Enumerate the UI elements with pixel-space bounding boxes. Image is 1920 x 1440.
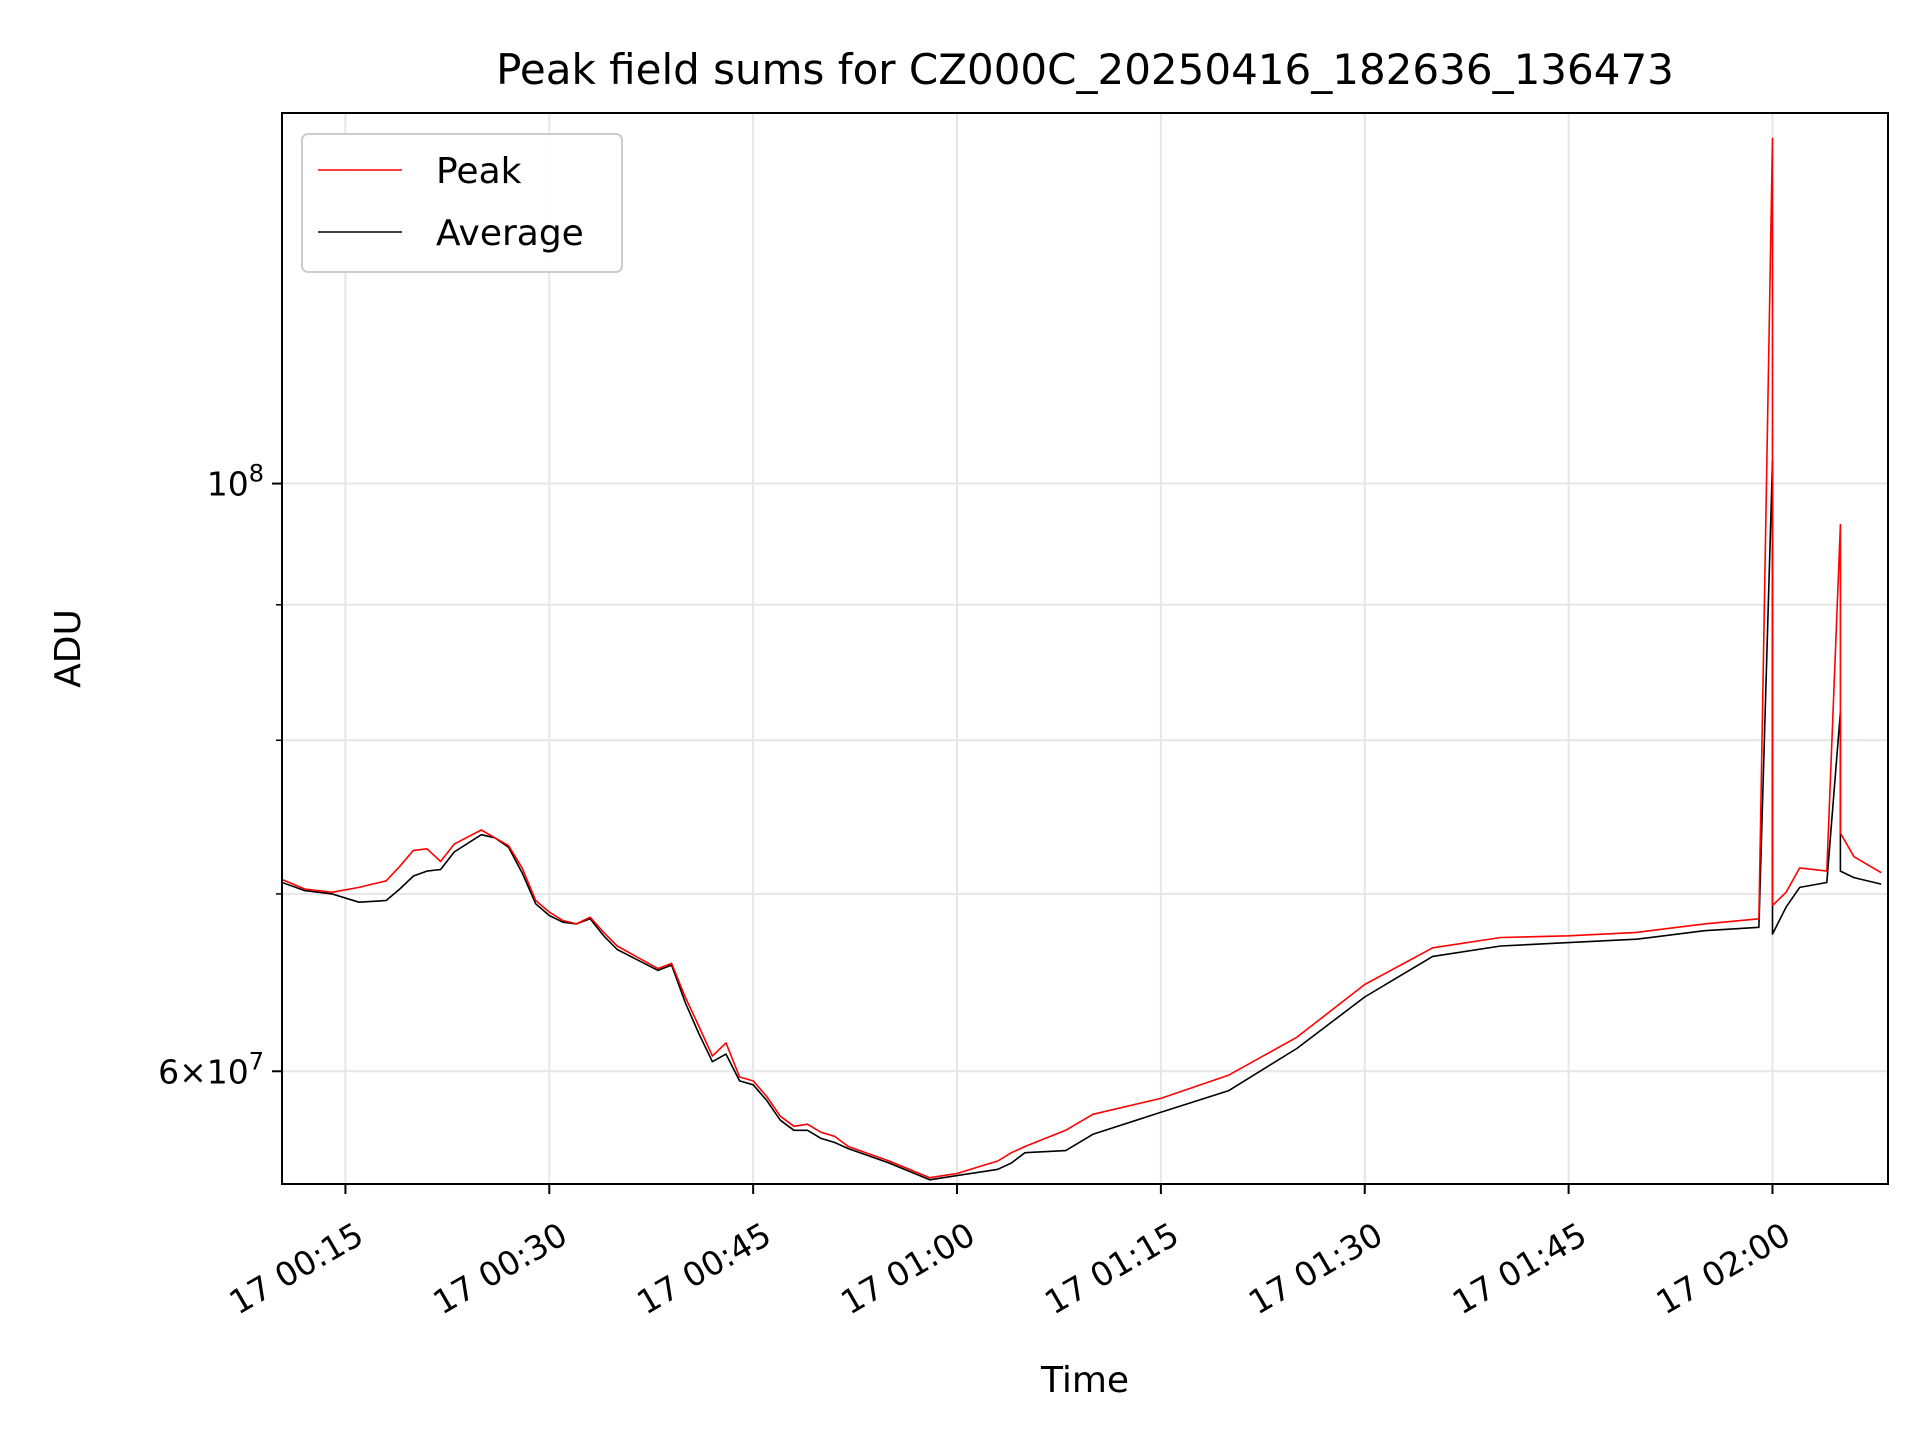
y-tick-label: 6×107	[158, 1047, 264, 1091]
x-tick-label: 17 01:30	[1242, 1215, 1389, 1323]
plot-frame	[281, 112, 1889, 1185]
series-lines	[282, 137, 1882, 1181]
x-tick-label: 17 00:45	[630, 1215, 777, 1323]
legend-box	[301, 133, 623, 273]
x-tick-label: 17 01:15	[1038, 1215, 1185, 1323]
x-tick-label: 17 01:00	[834, 1215, 981, 1323]
legend-label-peak: Peak	[436, 151, 522, 192]
x-tick-label: 17 01:45	[1446, 1215, 1593, 1323]
x-axis-label: Time	[1040, 1360, 1129, 1401]
grid	[282, 113, 1888, 1184]
y-axis-label: ADU	[48, 609, 89, 688]
y-tick-label: 108	[207, 460, 264, 504]
legend: Peak Average	[301, 133, 623, 273]
chart-title: Peak field sums for CZ000C_20250416_1826…	[496, 45, 1674, 94]
series-line-average	[282, 459, 1882, 1181]
x-tick-label: 17 02:00	[1650, 1215, 1797, 1323]
x-tick-label: 17 00:30	[426, 1215, 573, 1323]
legend-label-average: Average	[436, 213, 584, 254]
x-tick-label: 17 00:15	[223, 1215, 370, 1323]
series-line-peak	[282, 137, 1882, 1179]
axis-ticks: 17 00:15 17 00:30 17 00:45 17 01:00 17 01:15…	[158, 460, 1797, 1323]
